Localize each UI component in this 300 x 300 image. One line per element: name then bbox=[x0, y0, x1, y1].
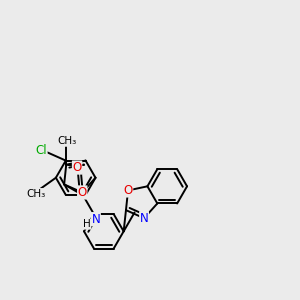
Text: H: H bbox=[83, 219, 91, 229]
Text: N: N bbox=[92, 213, 100, 226]
Text: O: O bbox=[123, 184, 133, 197]
Text: N: N bbox=[140, 212, 148, 225]
Text: Cl: Cl bbox=[35, 144, 47, 158]
Text: O: O bbox=[73, 161, 82, 174]
Text: CH₃: CH₃ bbox=[26, 189, 45, 199]
Text: O: O bbox=[78, 186, 87, 199]
Text: CH₃: CH₃ bbox=[58, 136, 77, 146]
